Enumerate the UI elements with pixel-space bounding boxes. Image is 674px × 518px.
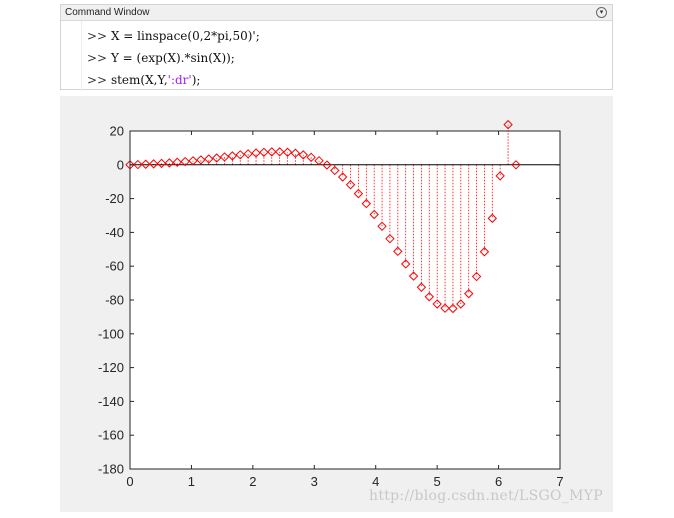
command-window-titlebar: Command Window ▾ (61, 5, 612, 21)
prompt: >> (87, 73, 108, 87)
stem-marker (180, 156, 190, 167)
stem-marker (503, 119, 513, 130)
stem-marker (353, 188, 364, 199)
stem-marker (219, 152, 230, 162)
stem-marker (290, 148, 301, 158)
stem-marker (369, 209, 379, 220)
stem-marker (432, 299, 442, 309)
watermark: http://blog.csdn.net/LSGO_MYP (369, 488, 604, 504)
stem-marker (416, 282, 427, 292)
stem-marker (456, 299, 466, 309)
command-window: Command Window ▾ >> X = linspace(0,2*pi,… (60, 4, 613, 91)
stem-marker (156, 158, 167, 169)
command-line-2: >> Y = (exp(X).*sin(X)); (87, 51, 235, 65)
stem-marker (133, 159, 143, 170)
stem-marker (282, 147, 293, 157)
prompt: >> (87, 29, 108, 43)
prompt: >> (87, 51, 108, 65)
command-gutter (65, 21, 82, 91)
x-tick-label: 6 (495, 474, 502, 489)
stem-marker (141, 159, 151, 169)
command-line-1: >> X = linspace(0,2*pi,50)'; (87, 29, 260, 43)
axes-background (130, 131, 560, 469)
stem-marker (393, 246, 403, 257)
y-tick-label: -140 (98, 394, 124, 409)
y-tick-label: -40 (105, 225, 124, 240)
stem-marker (471, 271, 482, 282)
y-tick-label: -60 (105, 259, 124, 274)
y-tick-label: -100 (98, 326, 124, 341)
stem-marker (408, 271, 419, 281)
stem-marker (330, 165, 340, 176)
y-tick-label: 20 (110, 124, 124, 139)
command-code: Y = (exp(X).*sin(X)); (110, 51, 235, 65)
stem-marker (164, 158, 175, 168)
command-line-3: >> stem(X,Y,':dr'); (87, 73, 200, 87)
stem-marker (172, 157, 182, 167)
stem-marker (377, 221, 387, 232)
command-string-literal: ':dr' (167, 73, 192, 87)
stem-marker (267, 147, 277, 157)
stem-marker (479, 247, 490, 257)
stem-marker (448, 303, 458, 314)
command-code: stem(X,Y, (110, 73, 168, 87)
stem-marker (298, 150, 308, 160)
x-tick-label: 7 (556, 474, 563, 489)
y-tick-label: -20 (105, 191, 124, 206)
y-tick-label: -120 (98, 360, 124, 375)
stem-marker (385, 233, 395, 244)
stem-marker (322, 160, 332, 170)
command-code: ); (191, 73, 201, 87)
stem-marker (464, 288, 474, 299)
x-tick-label: 0 (126, 474, 133, 489)
stem-marker (211, 153, 222, 163)
stem-marker (251, 148, 261, 158)
x-tick-label: 3 (311, 474, 318, 489)
command-window-body[interactable]: >> X = linspace(0,2*pi,50)'; >> Y = (exp… (61, 21, 612, 91)
stem-marker (424, 292, 434, 302)
stem-marker (511, 160, 521, 170)
stem-plot: 0 1 2 3 4 5 6 7 20 0 -20 -40 -60 -80 -100 -120 -140 -160 -… (98, 119, 564, 489)
x-tick-label: 1 (188, 474, 195, 489)
stem-marker (495, 171, 505, 181)
stem-marker (337, 172, 348, 182)
stem-marker (440, 303, 450, 313)
stem-marker (274, 147, 285, 157)
y-tick-label: -80 (105, 293, 124, 308)
x-tick-label: 4 (372, 474, 379, 489)
stem-marker (235, 150, 245, 160)
stem-marker (361, 198, 372, 209)
figure-window: 0 1 2 3 4 5 6 7 20 0 -20 -40 -60 -80 -100 -120 -140 -160 -… (60, 96, 613, 512)
stem-marker (314, 155, 324, 166)
command-code: X = linspace(0,2*pi,50)'; (110, 29, 260, 43)
stem-marker (306, 152, 316, 163)
stem-marker (196, 155, 206, 165)
stem-marker (259, 147, 269, 158)
stem-marker (204, 154, 214, 164)
stem-marker (188, 156, 198, 166)
command-window-title: Command Window (65, 7, 150, 18)
stem-marker (400, 259, 411, 269)
x-tick-label: 2 (249, 474, 256, 489)
stem-marker (487, 213, 498, 224)
chevron-down-circle-icon[interactable]: ▾ (596, 7, 607, 18)
stem-marker (345, 180, 356, 190)
x-tick-label: 5 (434, 474, 441, 489)
stem-marker (148, 159, 159, 169)
y-tick-label: -180 (98, 462, 124, 477)
stem-marker (227, 151, 238, 161)
stem-marker (243, 149, 253, 159)
y-tick-label: -160 (98, 428, 124, 443)
y-tick-label: 0 (117, 157, 124, 172)
